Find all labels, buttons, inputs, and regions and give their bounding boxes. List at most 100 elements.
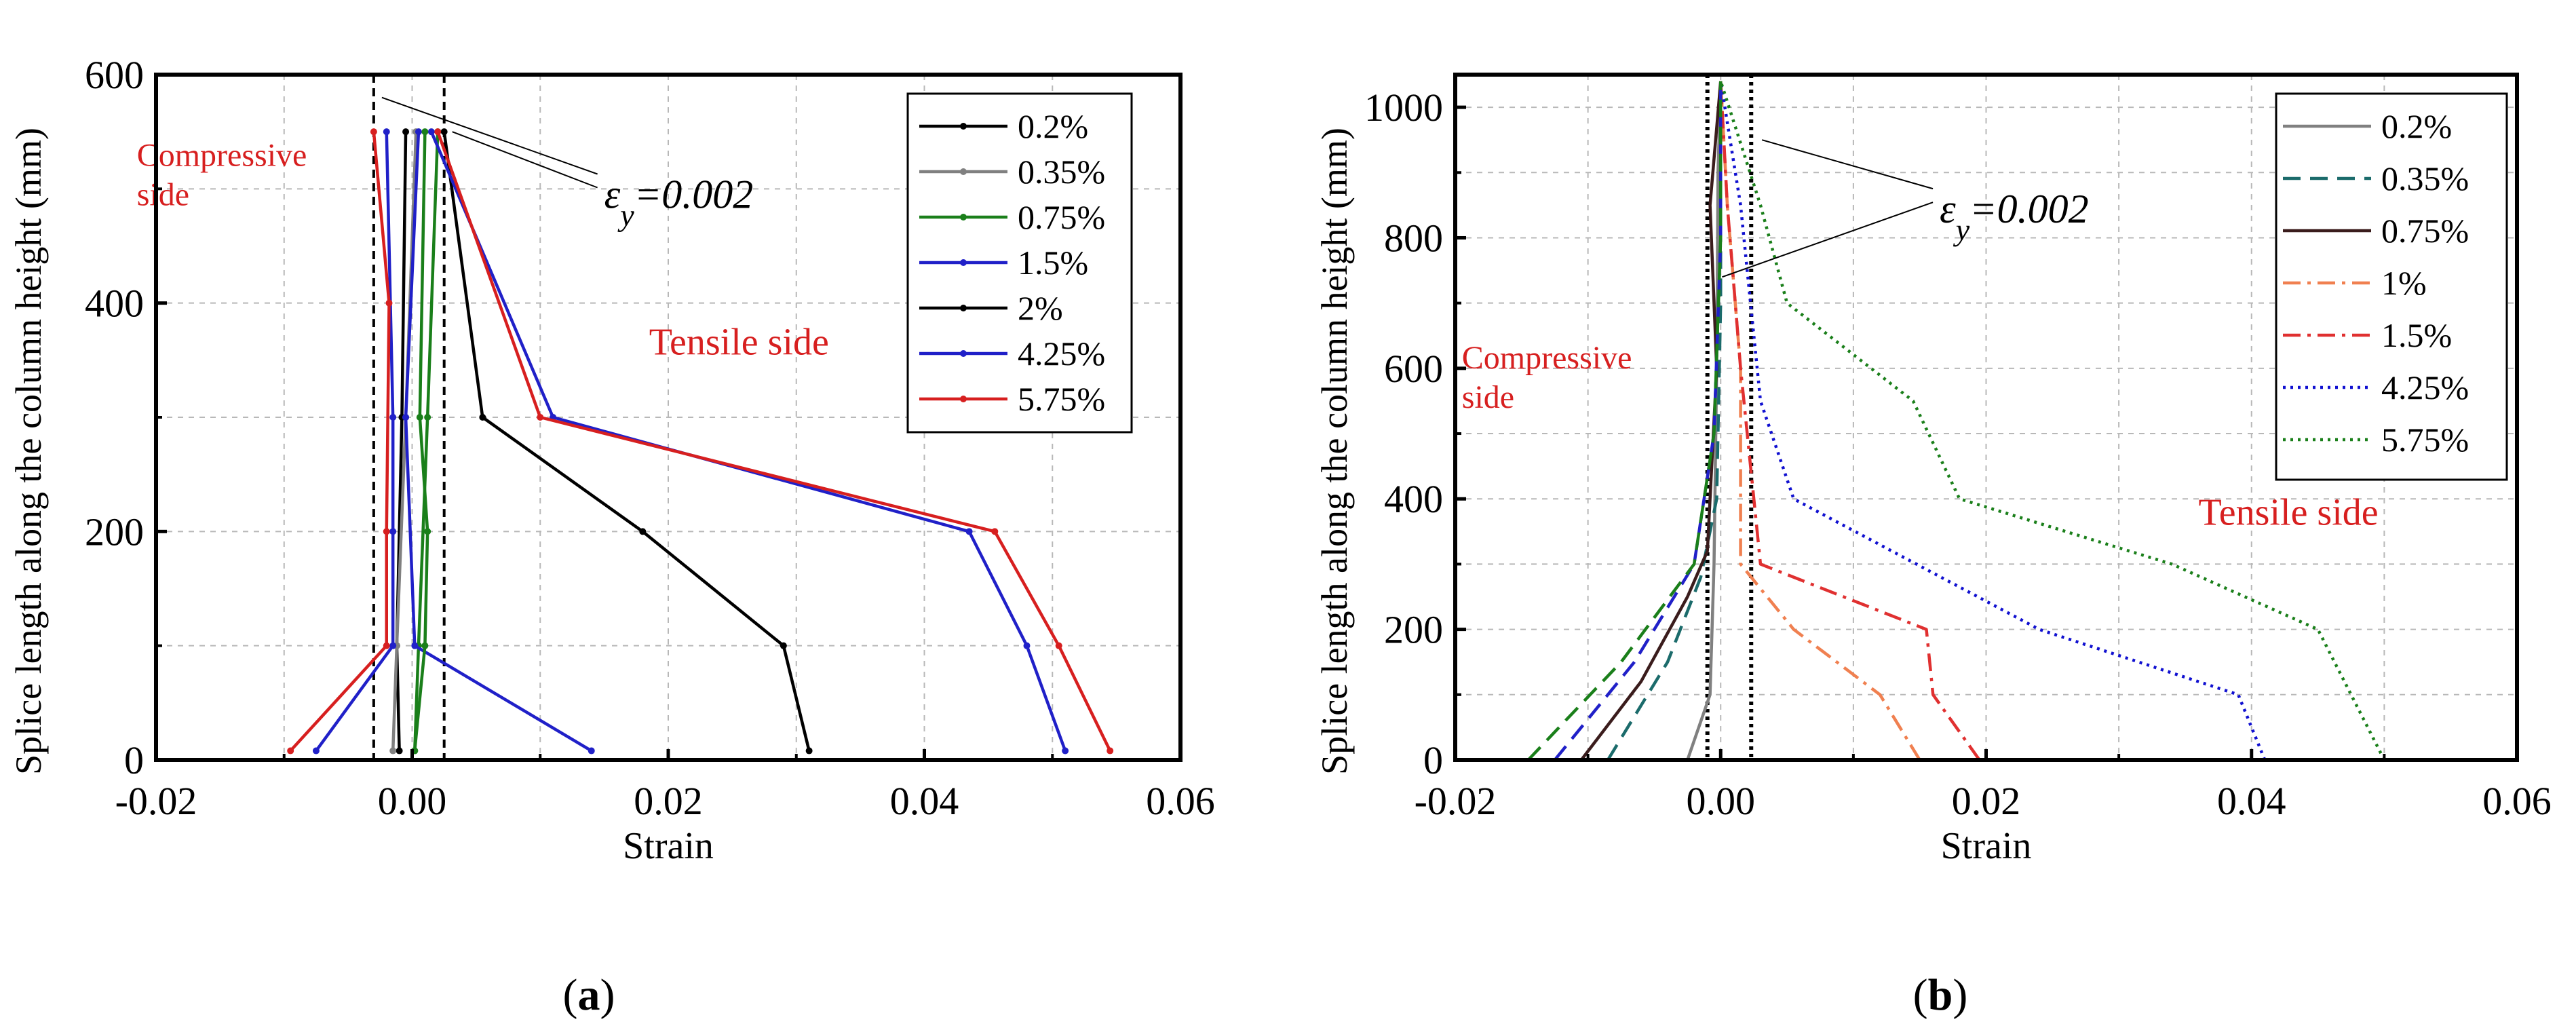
legend-label: 1.5% [1018,244,1088,282]
series-1_5pct [1719,81,1981,761]
legend-marker [960,259,967,266]
legend-label: 0.35% [2381,159,2469,197]
x-tick-label: 0.06 [2482,779,2552,823]
series-line [1553,81,1723,761]
legend-label: 1% [2381,264,2427,302]
legend-label: 0.35% [1018,153,1105,191]
legend-label: 5.75% [1018,380,1105,418]
series-extra-7 [312,128,397,754]
annotation-arrow [1722,202,1934,278]
y-axis-title: Splice length along the column height (m… [1314,128,1355,775]
data-point [389,747,397,754]
data-point [1062,747,1069,754]
compressive-side-label: side [1462,379,1514,415]
data-point [805,747,813,754]
series-line [1580,81,1723,761]
compressive-side-label: Compressive [1462,340,1632,376]
series-0_2pct [1686,81,1723,761]
series-1_5pct [402,128,595,754]
legend: 0.2% 0.35% 0.75% 1.5% 2% 4.25% 5.75% [906,92,1133,434]
x-axis-title: Strain [1941,825,2032,867]
legend-marker [960,396,967,402]
legend-label: 2% [1018,289,1063,327]
data-point [287,747,294,754]
data-point [396,747,403,754]
series-extra-7 [1553,81,1723,761]
legend-marker [960,123,967,130]
data-point [1023,642,1031,649]
y-tick-label: 800 [1384,216,1443,260]
data-point [389,528,397,535]
legend-label: 0.75% [1018,198,1105,236]
tensile-side-label: Tensile side [649,321,829,363]
yield-strain-annotation: εy=0.002 [604,172,754,233]
data-point [370,128,377,136]
legend-label: 5.75% [2381,421,2469,459]
data-point [383,642,390,649]
compressive-side-label: side [137,177,189,213]
x-tick-label: -0.02 [115,779,197,823]
series-line [1686,81,1723,761]
x-tick-label: 0.02 [1952,779,2021,823]
legend-label: 1.5% [2381,316,2452,354]
legend-label: 0.2% [1018,107,1088,145]
data-point [383,528,390,535]
data-point [411,642,419,649]
y-tick-label: 200 [1384,608,1443,652]
data-point [537,414,544,421]
x-tick-label: 0.04 [890,779,959,823]
x-tick-label: 0.06 [1146,779,1215,823]
y-tick-label: 600 [1384,347,1443,391]
annotation-arrow [1761,139,1934,190]
x-axis-title: Strain [623,825,714,867]
y-tick-label: 200 [85,510,144,554]
tensile-side-label: Tensile side [2199,492,2379,534]
series-2pct [440,128,813,754]
data-point [479,414,486,421]
series-line [1719,81,1981,761]
legend-label: 4.25% [1018,335,1105,372]
legend-label: 0.2% [2381,107,2452,145]
series-extra-8 [287,128,393,754]
data-point [421,128,429,136]
annotation-arrow [381,96,598,175]
data-point [421,642,429,649]
data-point [389,414,397,421]
data-point [385,299,393,307]
data-point [991,528,999,535]
y-tick-label: 400 [85,282,144,326]
yield-strain-annotation: εy=0.002 [1940,187,2089,247]
data-point [780,642,787,649]
x-tick-label: 0.00 [378,779,447,823]
series-0_75pct [1580,81,1723,761]
x-tick-label: 0.04 [2217,779,2286,823]
legend: 0.2% 0.35% 0.75% 1% 1.5% 4.25% 5.75% [2275,92,2508,481]
data-point [434,128,442,136]
series-extra-9 [411,128,431,754]
annotation-arrow [452,131,598,189]
data-point [1107,747,1114,754]
legend-label: 4.25% [2381,368,2469,406]
series-extra-8 [1526,81,1723,761]
data-point [639,528,647,535]
series-line [404,132,592,752]
data-point [588,747,595,754]
y-tick-label: 0 [124,738,144,782]
y-axis-title: Splice length along the column height (m… [8,128,49,775]
data-point [424,528,431,535]
data-point [415,128,422,136]
y-tick-label: 1000 [1364,85,1443,130]
data-point [424,414,431,421]
panel-b-label: (b) [1913,970,1968,1020]
y-tick-label: 600 [85,53,144,97]
series-line [1526,81,1723,761]
series-line [1719,80,2386,761]
legend-marker [960,168,967,175]
series-line [413,132,440,751]
data-point [440,128,448,136]
data-point [427,128,435,136]
legend-marker [960,305,967,311]
